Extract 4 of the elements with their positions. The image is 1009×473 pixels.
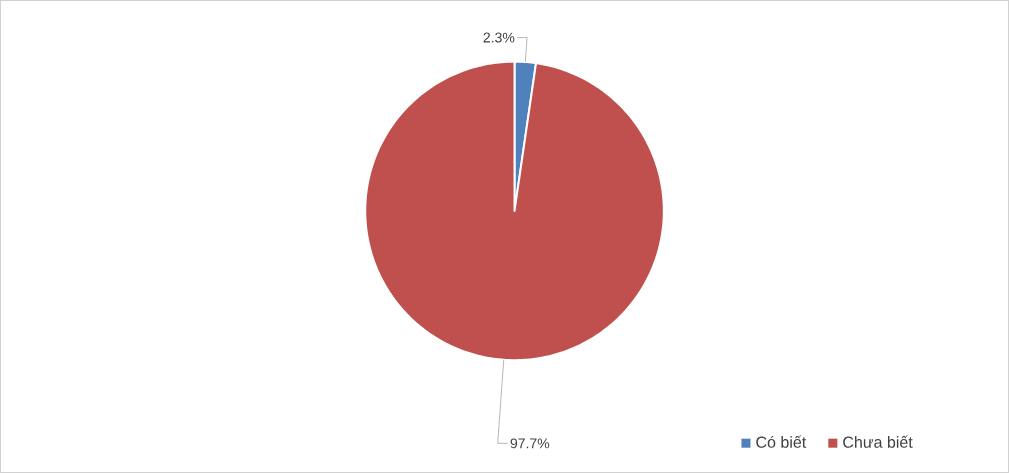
data-label: 2.3% [483,32,515,43]
legend-label: Có biết [756,435,807,448]
data-label: 97.7% [510,438,550,449]
legend-label: Chưa biết [843,435,913,448]
